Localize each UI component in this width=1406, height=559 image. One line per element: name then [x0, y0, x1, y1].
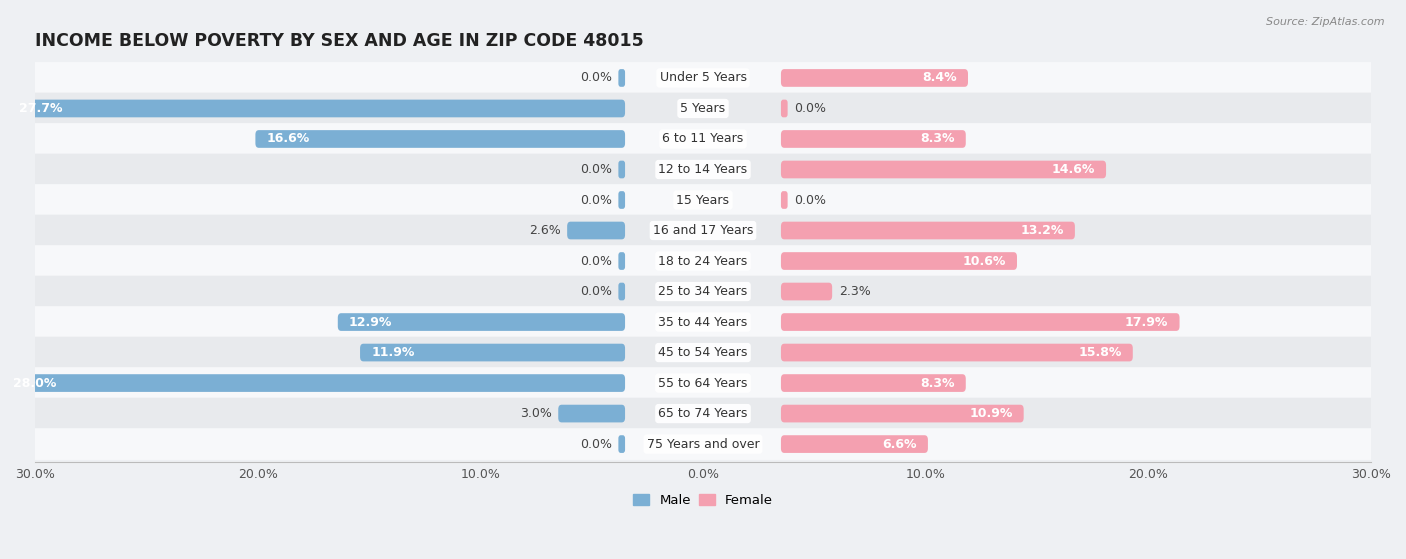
Text: 12.9%: 12.9%	[349, 315, 392, 329]
Text: 0.0%: 0.0%	[579, 163, 612, 176]
Text: 14.6%: 14.6%	[1052, 163, 1095, 176]
FancyBboxPatch shape	[780, 252, 1017, 270]
FancyBboxPatch shape	[558, 405, 626, 423]
FancyBboxPatch shape	[24, 215, 1382, 247]
FancyBboxPatch shape	[24, 367, 1382, 399]
Text: 75 Years and over: 75 Years and over	[647, 438, 759, 451]
FancyBboxPatch shape	[780, 374, 966, 392]
Text: 45 to 54 Years: 45 to 54 Years	[658, 346, 748, 359]
FancyBboxPatch shape	[780, 191, 787, 209]
Text: 28.0%: 28.0%	[13, 377, 56, 390]
Text: 0.0%: 0.0%	[579, 254, 612, 268]
Text: 0.0%: 0.0%	[579, 438, 612, 451]
Text: 65 to 74 Years: 65 to 74 Years	[658, 407, 748, 420]
FancyBboxPatch shape	[619, 160, 626, 178]
Text: 6 to 11 Years: 6 to 11 Years	[662, 132, 744, 145]
Text: 8.3%: 8.3%	[920, 377, 955, 390]
FancyBboxPatch shape	[24, 93, 1382, 124]
FancyBboxPatch shape	[24, 397, 1382, 429]
Text: 0.0%: 0.0%	[794, 193, 827, 206]
FancyBboxPatch shape	[619, 435, 626, 453]
FancyBboxPatch shape	[8, 100, 626, 117]
Text: 15.8%: 15.8%	[1078, 346, 1122, 359]
Legend: Male, Female: Male, Female	[627, 489, 779, 512]
Text: 0.0%: 0.0%	[579, 72, 612, 84]
Text: 11.9%: 11.9%	[371, 346, 415, 359]
FancyBboxPatch shape	[780, 435, 928, 453]
FancyBboxPatch shape	[619, 283, 626, 300]
FancyBboxPatch shape	[24, 306, 1382, 338]
Text: 15 Years: 15 Years	[676, 193, 730, 206]
Text: 3.0%: 3.0%	[520, 407, 551, 420]
FancyBboxPatch shape	[24, 123, 1382, 155]
Text: Under 5 Years: Under 5 Years	[659, 72, 747, 84]
FancyBboxPatch shape	[780, 100, 787, 117]
FancyBboxPatch shape	[619, 69, 626, 87]
FancyBboxPatch shape	[24, 337, 1382, 368]
Text: 0.0%: 0.0%	[579, 285, 612, 298]
Text: 18 to 24 Years: 18 to 24 Years	[658, 254, 748, 268]
Text: 5 Years: 5 Years	[681, 102, 725, 115]
FancyBboxPatch shape	[780, 69, 967, 87]
FancyBboxPatch shape	[780, 160, 1107, 178]
Text: 55 to 64 Years: 55 to 64 Years	[658, 377, 748, 390]
Text: 17.9%: 17.9%	[1125, 315, 1168, 329]
FancyBboxPatch shape	[24, 428, 1382, 460]
FancyBboxPatch shape	[567, 222, 626, 239]
Text: 10.6%: 10.6%	[963, 254, 1005, 268]
FancyBboxPatch shape	[337, 313, 626, 331]
FancyBboxPatch shape	[619, 252, 626, 270]
Text: 10.9%: 10.9%	[969, 407, 1012, 420]
Text: Source: ZipAtlas.com: Source: ZipAtlas.com	[1267, 17, 1385, 27]
Text: 0.0%: 0.0%	[794, 102, 827, 115]
Text: 16.6%: 16.6%	[267, 132, 309, 145]
Text: 12 to 14 Years: 12 to 14 Years	[658, 163, 748, 176]
Text: 2.3%: 2.3%	[839, 285, 870, 298]
Text: 16 and 17 Years: 16 and 17 Years	[652, 224, 754, 237]
FancyBboxPatch shape	[24, 245, 1382, 277]
Text: 8.4%: 8.4%	[922, 72, 957, 84]
FancyBboxPatch shape	[360, 344, 626, 362]
FancyBboxPatch shape	[780, 405, 1024, 423]
FancyBboxPatch shape	[1, 374, 626, 392]
FancyBboxPatch shape	[24, 62, 1382, 94]
Text: 35 to 44 Years: 35 to 44 Years	[658, 315, 748, 329]
FancyBboxPatch shape	[24, 184, 1382, 216]
FancyBboxPatch shape	[780, 344, 1133, 362]
FancyBboxPatch shape	[619, 191, 626, 209]
Text: INCOME BELOW POVERTY BY SEX AND AGE IN ZIP CODE 48015: INCOME BELOW POVERTY BY SEX AND AGE IN Z…	[35, 32, 644, 50]
Text: 25 to 34 Years: 25 to 34 Years	[658, 285, 748, 298]
Text: 13.2%: 13.2%	[1021, 224, 1064, 237]
Text: 0.0%: 0.0%	[579, 193, 612, 206]
FancyBboxPatch shape	[780, 222, 1076, 239]
FancyBboxPatch shape	[256, 130, 626, 148]
Text: 2.6%: 2.6%	[529, 224, 561, 237]
FancyBboxPatch shape	[24, 276, 1382, 307]
FancyBboxPatch shape	[780, 130, 966, 148]
Text: 27.7%: 27.7%	[20, 102, 63, 115]
FancyBboxPatch shape	[24, 154, 1382, 186]
FancyBboxPatch shape	[780, 283, 832, 300]
Text: 6.6%: 6.6%	[883, 438, 917, 451]
FancyBboxPatch shape	[780, 313, 1180, 331]
Text: 8.3%: 8.3%	[920, 132, 955, 145]
